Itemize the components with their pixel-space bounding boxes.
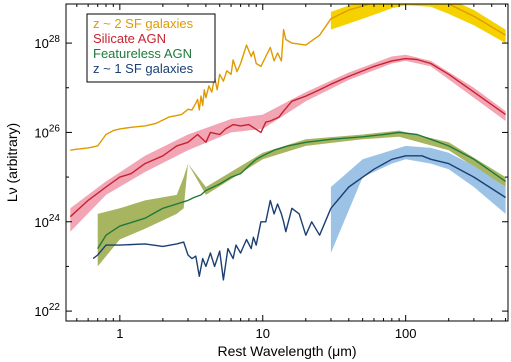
- plot-frame: [65, 3, 509, 322]
- y-tick-label: 1022: [34, 302, 60, 319]
- legend-entry: z ~ 1 SF galaxies: [93, 61, 194, 76]
- sed-lines: [69, 4, 507, 281]
- band-z-1-sf-galaxies: [330, 145, 506, 253]
- band-featureless-agn: [97, 130, 506, 267]
- y-tick-label: 1026: [34, 123, 60, 140]
- legend-entry: Silicate AGN: [93, 31, 166, 46]
- series-line-z-1-sf-galaxies: [92, 155, 506, 281]
- legend-entry: Featureless AGN: [93, 46, 192, 61]
- band-z-2-sf-galaxies: [330, 4, 506, 44]
- y-tick-label: 1028: [34, 34, 60, 51]
- legend-box: [86, 13, 216, 83]
- x-tick-label: 100: [395, 326, 417, 341]
- axis-tick-labels: 1 10 100 1022 1024 1026 1028: [34, 34, 416, 341]
- x-tick-label: 1: [116, 326, 123, 341]
- y-axis-label: Lν (arbitrary): [4, 123, 20, 202]
- series-line-featureless-agn: [97, 131, 507, 249]
- series-line-z-2-sf-galaxies: [70, 4, 506, 151]
- series-line-silicate-agn: [69, 57, 507, 218]
- uncertainty-bands: [70, 4, 506, 267]
- x-axis-label: Rest Wavelength (μm): [217, 343, 356, 359]
- x-tick-label: 10: [256, 326, 270, 341]
- axis-ticks: [66, 4, 508, 321]
- legend-entry: z ~ 2 SF galaxies: [93, 16, 194, 31]
- y-tick-label: 1024: [34, 213, 60, 230]
